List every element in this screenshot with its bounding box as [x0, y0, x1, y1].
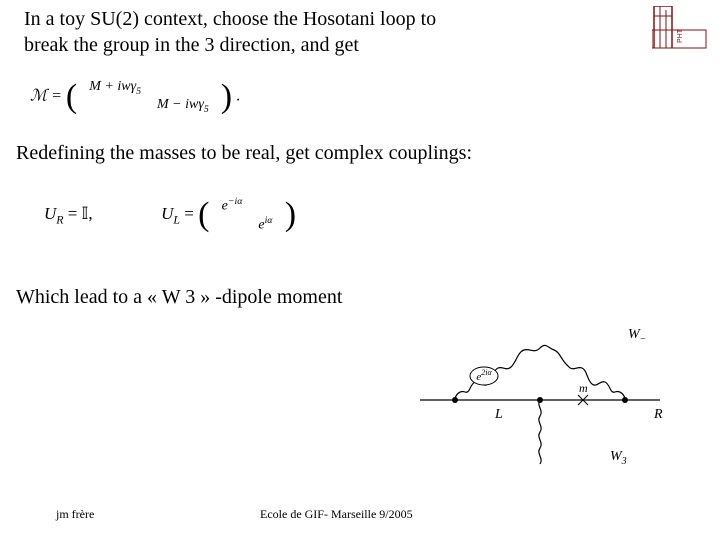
header-line-2: break the group in the 3 direction, and … [24, 34, 359, 57]
footer-author: jm frère [56, 507, 94, 522]
lparen2-icon: ( [198, 196, 209, 233]
eq2-ur-sub: R [56, 212, 63, 226]
eq-u-matrices: UR = 𝕀, UL = ( e−iα eiα ) [44, 196, 296, 234]
logo-svg: PHT [652, 6, 708, 50]
header-line-1: In a toy SU(2) context, choose the Hosot… [24, 8, 436, 31]
eq1-matrix: M + iwγ5 M − iwγ5 [81, 79, 217, 115]
eq2-eq1: = [68, 204, 82, 223]
w3-line [539, 400, 541, 464]
eq1-m11-sub: 5 [136, 86, 141, 97]
eq1-tail: . [236, 88, 240, 105]
eq2-m22-sup: iα [265, 215, 273, 226]
eq1-m22-sub: 5 [204, 104, 209, 115]
eq2-m11-sup: −iα [228, 196, 242, 207]
eq1-lhs: ℳ = [30, 88, 62, 105]
r-label: R [653, 407, 663, 422]
eq2-eq2: = [184, 204, 198, 223]
rparen-icon: ) [221, 78, 232, 115]
logo: PHT [652, 6, 708, 50]
eq2-comma: , [88, 204, 92, 223]
eq2-ul-u: U [161, 204, 173, 223]
logo-text: PHT [677, 28, 684, 43]
eq2-ul-sub: L [173, 212, 180, 226]
eq1-m11: M + iwγ [89, 79, 136, 94]
footer-venue: Ecole de GIF- Marseille 9/2005 [260, 507, 413, 522]
text-dipole: Which lead to a « W 3 » -dipole moment [16, 286, 342, 309]
rparen2-icon: ) [285, 196, 296, 233]
lparen-icon: ( [66, 78, 77, 115]
text-redefining: Redefining the masses to be real, get co… [16, 142, 472, 165]
eq2-ur-u: U [44, 204, 56, 223]
m-label: m [579, 381, 588, 395]
eq2-ul: UL [161, 204, 180, 223]
feynman-diagram: e2iα W− L R m W3 [410, 300, 670, 480]
eq-mass-matrix: ℳ = ( M + iwγ5 M − iwγ5 ) . [30, 78, 240, 116]
eq1-m22: M − iwγ [157, 97, 204, 112]
w-minus-label: W− [628, 327, 646, 345]
eq2-ur: UR [44, 204, 64, 223]
eq2-matrix: e−iα eiα [214, 196, 281, 233]
w3-label: W3 [610, 449, 627, 467]
l-label: L [494, 407, 503, 422]
